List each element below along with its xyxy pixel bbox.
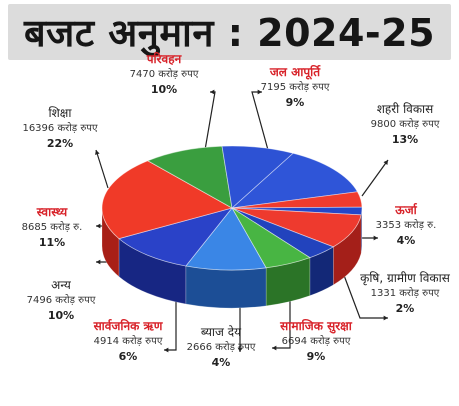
- segment-5-amount: 4914 करोड़ रुपए: [93, 336, 163, 347]
- segment-6-amount: 7496 करोड़ रुपए: [26, 295, 96, 306]
- segment-4-amount: 2666 करोड़ रुपए: [186, 342, 256, 353]
- segment-9-leader-line: [204, 91, 216, 151]
- segment-1-name: ऊर्जा: [395, 203, 417, 217]
- segment-3-name: सामाजिक सुरक्षा: [280, 319, 352, 333]
- segment-8-percent: 22%: [46, 137, 74, 150]
- segment-10-label: जल आपूर्ति 7195 करोड़ रुपए 9%: [261, 65, 330, 110]
- segment-0-name: शहरी विकास: [376, 102, 434, 116]
- segment-0-arrowhead: [383, 160, 388, 165]
- segment-2-amount: 1331 करोड़ रुपए: [370, 288, 440, 299]
- segment-10-percent: 9%: [285, 96, 305, 109]
- segment-6-wedge: [185, 207, 267, 271]
- segment-4-label: ब्याज देय 2666 करोड़ रुपए 4%: [187, 325, 256, 370]
- segment-9-wedge: [146, 145, 233, 209]
- segment-0-leader-line: [361, 159, 389, 197]
- segment-5-percent: 6%: [118, 350, 138, 363]
- segment-10-arrowhead: [257, 89, 262, 95]
- segment-7-amount: 8685 करोड़ रु.: [21, 222, 83, 233]
- segment-4-percent: 4%: [211, 356, 231, 369]
- segment-7-percent: 11%: [38, 236, 66, 249]
- segment-10-name: जल आपूर्ति: [269, 65, 321, 79]
- title-bar: बजट अनुमान : 2024-25: [8, 4, 451, 60]
- segment-6-name: अन्य: [51, 278, 71, 292]
- segment-2-percent: 2%: [395, 302, 415, 315]
- segment-9-arrowhead: [210, 89, 215, 95]
- segment-3-leader-line: [272, 288, 291, 349]
- segment-9-percent: 10%: [150, 83, 178, 96]
- segment-8-label: शिक्षा 16396 करोड़ रुपए 22%: [22, 106, 97, 151]
- segment-10-amount: 7195 करोड़ रुपए: [260, 82, 330, 93]
- segment-1-amount: 3353 करोड़ रु.: [375, 220, 437, 231]
- segment-1-arrowhead: [373, 235, 378, 241]
- segment-8-arrowhead: [95, 150, 100, 155]
- segment-9-name: परिवहन: [146, 52, 182, 66]
- segment-6-side: [185, 265, 267, 309]
- segment-8-leader-line: [95, 149, 109, 189]
- segment-0-amount: 9800 करोड़ रुपए: [370, 119, 440, 130]
- segment-6-label: अन्य 7496 करोड़ रुपए 10%: [27, 278, 96, 323]
- segment-3-arrowhead: [272, 345, 277, 351]
- segment-5-name: सार्वजनिक ऋण: [93, 319, 163, 333]
- segment-7-label: स्वास्थ्य 8685 करोड़ रु. 11%: [22, 205, 83, 250]
- segment-10-wedge: [221, 145, 294, 209]
- pie-tops: [101, 145, 363, 271]
- segment-2-arrowhead: [383, 315, 388, 321]
- segment-7-wedge: [118, 207, 234, 267]
- segment-4-arrowhead: [237, 347, 243, 352]
- segment-1-label: ऊर्जा 3353 करोड़ रु. 4%: [376, 203, 437, 248]
- segment-0-percent: 13%: [391, 133, 419, 146]
- segment-4-name: ब्याज देय: [200, 325, 242, 339]
- segment-3-percent: 9%: [306, 350, 326, 363]
- segment-3-label: सामाजिक सुरक्षा 6694 करोड़ रुपए 9%: [280, 319, 352, 364]
- segment-0-label: शहरी विकास 9800 करोड़ रुपए 13%: [371, 102, 440, 147]
- segment-8-name: शिक्षा: [48, 106, 72, 120]
- leader-lines: [95, 89, 389, 353]
- segment-9-amount: 7470 करोड़ रुपए: [129, 69, 199, 80]
- segment-7-arrowhead: [96, 223, 101, 229]
- segment-2-leader-line: [341, 269, 388, 319]
- segment-1-percent: 4%: [396, 234, 416, 247]
- segment-7-name: स्वास्थ्य: [36, 205, 68, 219]
- pie-sides: [101, 207, 363, 309]
- segment-0-wedge: [230, 152, 359, 209]
- segment-8-amount: 16396 करोड़ रुपए: [22, 123, 98, 134]
- segment-9-label: परिवहन 7470 करोड़ रुपए 10%: [130, 52, 199, 97]
- segment-6-percent: 10%: [47, 309, 75, 322]
- segment-5-label: सार्वजनिक ऋण 4914 करोड़ रुपए 6%: [94, 319, 163, 364]
- segment-3-amount: 6694 करोड़ रुपए: [281, 336, 351, 347]
- segment-8-wedge: [101, 160, 234, 240]
- segment-2-label: कृषि, ग्रामीण विकास 1331 करोड़ रुपए 2%: [360, 271, 450, 316]
- segment-5-arrowhead: [164, 347, 169, 353]
- chart-title: बजट अनुमान : 2024-25: [23, 11, 436, 55]
- segment-2-name: कृषि, ग्रामीण विकास: [360, 271, 450, 285]
- segment-6-arrowhead: [96, 259, 101, 265]
